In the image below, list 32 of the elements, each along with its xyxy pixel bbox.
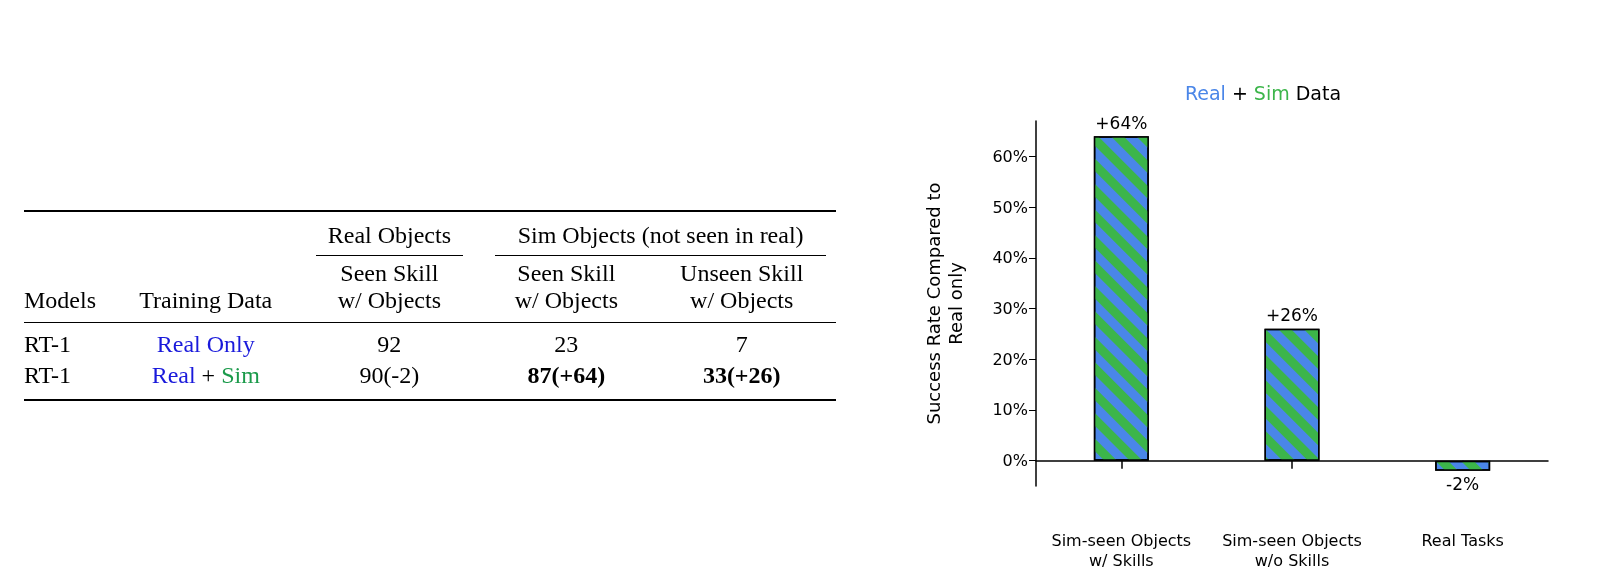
- text: 23: [553, 330, 580, 359]
- data-label: +64%: [1095, 112, 1148, 133]
- y-tick-label: 30%: [992, 299, 1028, 319]
- text: RT-1: [24, 361, 72, 390]
- text: 90(-2): [358, 361, 421, 390]
- text: 7: [734, 330, 749, 359]
- text: 87(+64): [526, 361, 607, 390]
- data-label: +26%: [1265, 305, 1319, 326]
- text: 33(+26): [701, 361, 782, 390]
- text: Training Data: [138, 286, 274, 315]
- text: Real + Sim: [151, 362, 260, 388]
- y-axis-title: Success Rate Compared to Real only: [922, 182, 966, 425]
- chart-title: Real + Sim Data: [1184, 81, 1342, 104]
- x-tick-label: Sim-seen Objects w/ Skills: [1051, 530, 1192, 570]
- data-label: -2%: [1446, 474, 1480, 495]
- y-tick-label: 50%: [992, 197, 1028, 217]
- text: 92: [376, 330, 403, 359]
- text: Real Only: [156, 331, 255, 357]
- text: RT-1: [24, 330, 72, 359]
- y-tick-label: 0%: [1002, 451, 1028, 471]
- text: Unseen Skill w/ Objects: [679, 260, 805, 314]
- text: Seen Skill w/ Objects: [513, 260, 619, 314]
- text: Seen Skill w/ Objects: [336, 260, 442, 314]
- x-tick-label: Sim-seen Objects w/o Skills: [1222, 530, 1362, 570]
- y-tick-label: 20%: [992, 349, 1028, 369]
- text: Models: [24, 286, 97, 315]
- y-tick-label: 60%: [992, 146, 1028, 166]
- x-tick-label: Real Tasks: [1421, 530, 1504, 550]
- y-tick-label: 10%: [992, 400, 1028, 420]
- text: Sim Objects (not seen in real): [495, 222, 826, 256]
- text: Real Objects: [315, 222, 464, 256]
- y-tick-label: 40%: [992, 248, 1028, 268]
